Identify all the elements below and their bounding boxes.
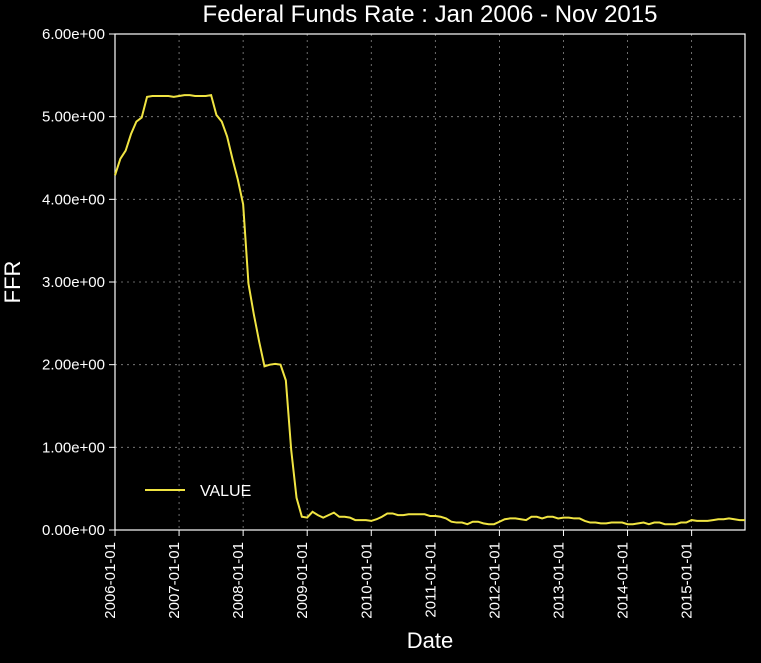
y-tick-label: 1.00e+00 [42, 439, 105, 456]
x-tick-label: 2012-01-01 [486, 542, 503, 619]
chart-title: Federal Funds Rate : Jan 2006 - Nov 2015 [203, 1, 658, 28]
y-axis-title: FFR [0, 261, 25, 304]
x-tick-label: 2013-01-01 [550, 542, 567, 619]
x-tick-label: 2007-01-01 [166, 542, 183, 619]
x-tick-label: 2014-01-01 [615, 542, 632, 619]
x-tick-label: 2009-01-01 [294, 542, 311, 619]
y-tick-label: 4.00e+00 [42, 191, 105, 208]
x-tick-label: 2006-01-01 [102, 542, 119, 619]
x-tick-label: 2010-01-01 [358, 542, 375, 619]
y-tick-label: 2.00e+00 [42, 357, 105, 374]
x-tick-label: 2008-01-01 [230, 542, 247, 619]
x-tick-label: 2015-01-01 [679, 542, 696, 619]
x-axis-title: Date [407, 628, 453, 653]
x-tick-label: 2011-01-01 [422, 542, 439, 618]
y-tick-label: 5.00e+00 [42, 109, 105, 126]
y-tick-label: 3.00e+00 [42, 274, 105, 291]
chart-container: Federal Funds Rate : Jan 2006 - Nov 2015… [0, 0, 761, 663]
y-tick-label: 6.00e+00 [42, 26, 105, 43]
y-tick-label: 0.00e+00 [42, 522, 105, 539]
chart-svg: Federal Funds Rate : Jan 2006 - Nov 2015… [0, 0, 761, 663]
legend-label: VALUE [200, 483, 251, 500]
